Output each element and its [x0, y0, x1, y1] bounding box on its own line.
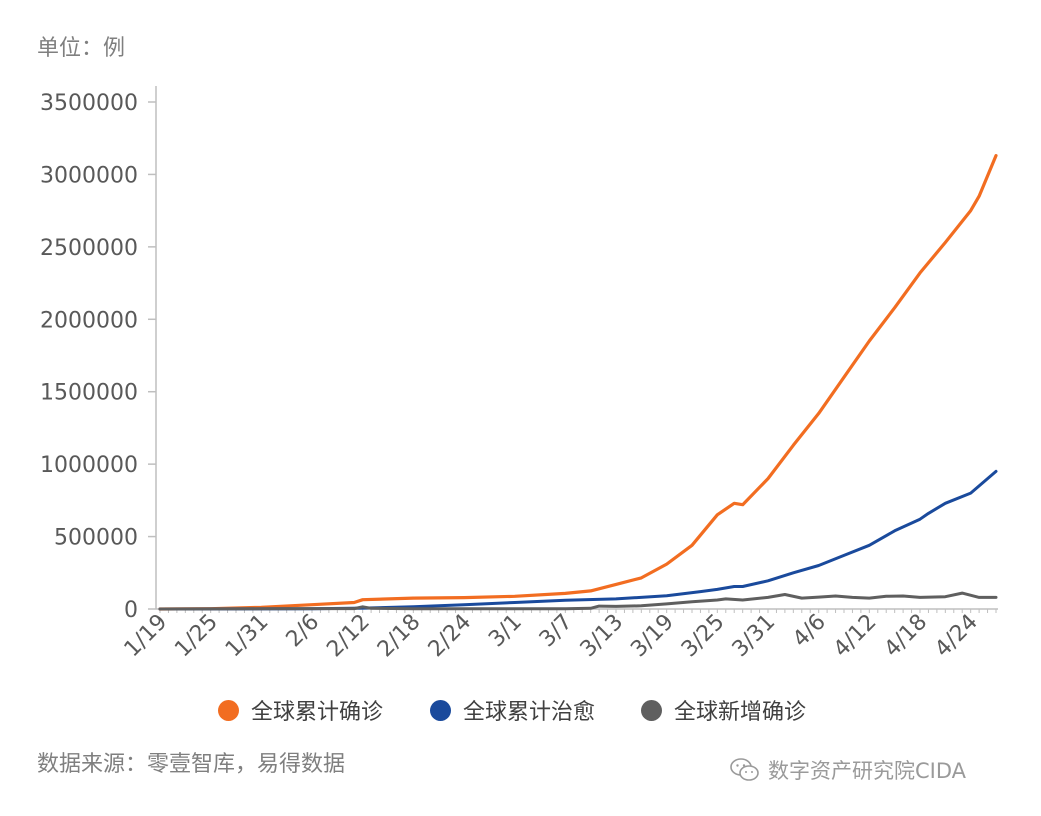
x-tick-label: 3/25: [677, 610, 730, 663]
x-tick-label: 3/7: [535, 610, 578, 653]
legend-item-recovered[interactable]: 全球累计治愈: [430, 692, 595, 728]
legend-item-new-cases[interactable]: 全球新增确诊: [641, 692, 806, 728]
x-tick-label: 2/12: [322, 610, 375, 663]
unit-label: 单位：例: [37, 36, 126, 61]
x-tick-label: 1/31: [221, 610, 274, 663]
series-line-0: [158, 154, 998, 611]
y-tick-label: 0: [124, 598, 138, 623]
y-tick-label: 3000000: [40, 163, 138, 188]
x-tick-label: 4/24: [930, 610, 983, 663]
y-tick-label: 3500000: [40, 91, 138, 116]
y-tick-label: 2500000: [40, 236, 138, 261]
x-tick-label: 1/25: [170, 610, 223, 663]
x-tick-label: 3/19: [626, 610, 679, 663]
legend-marker-new-cases: [641, 699, 662, 721]
legend-item-confirmed[interactable]: 全球累计确诊: [218, 692, 383, 728]
legend-marker-recovered: [430, 699, 451, 721]
y-tick-label: 2000000: [40, 308, 138, 333]
x-tick-label: 2/6: [282, 610, 325, 653]
wechat-icon: [730, 758, 759, 781]
x-tick-label: 3/13: [576, 610, 629, 663]
x-tick-labels: 1/191/251/31 2/62/122/182/24 3/1 3/73/133/1…: [120, 610, 983, 663]
x-tick-label: 2/18: [373, 610, 426, 663]
legend-label-new-cases: 全球新增确诊: [674, 700, 807, 725]
x-tick-label: 4/12: [829, 610, 882, 663]
series-line-2: [158, 591, 998, 611]
series-lines: [158, 154, 998, 611]
y-tick-label: 500000: [54, 526, 138, 551]
x-tick-label: 2/24: [424, 610, 477, 663]
axes: [155, 86, 998, 613]
watermark: 数字资产研究院CIDA: [730, 755, 966, 785]
legend-marker-confirmed: [218, 699, 239, 721]
series-line-1: [158, 469, 998, 611]
y-tick-label: 1000000: [40, 453, 138, 478]
x-tick-label: 4/6: [788, 610, 831, 653]
watermark-text: 数字资产研究院CIDA: [768, 759, 967, 783]
legend-label-confirmed: 全球累计确诊: [251, 700, 384, 725]
y-tick-label: 1500000: [40, 381, 138, 406]
x-tick-label: 4/18: [880, 610, 933, 663]
x-tick-label: 3/1: [484, 610, 527, 653]
x-tick-label: 3/31: [728, 610, 781, 663]
legend-label-recovered: 全球累计治愈: [463, 700, 596, 725]
chart-legend: 全球累计确诊 全球累计治愈 全球新增确诊: [0, 692, 1041, 728]
y-axis-ticks: 0 500000 1000000 1500000 2000000 2500000 30000…: [40, 91, 156, 623]
source-note: 数据来源：零壹智库，易得数据: [37, 752, 346, 777]
line-chart: 0 500000 1000000 1500000 2000000 2500000 30000…: [40, 86, 998, 663]
